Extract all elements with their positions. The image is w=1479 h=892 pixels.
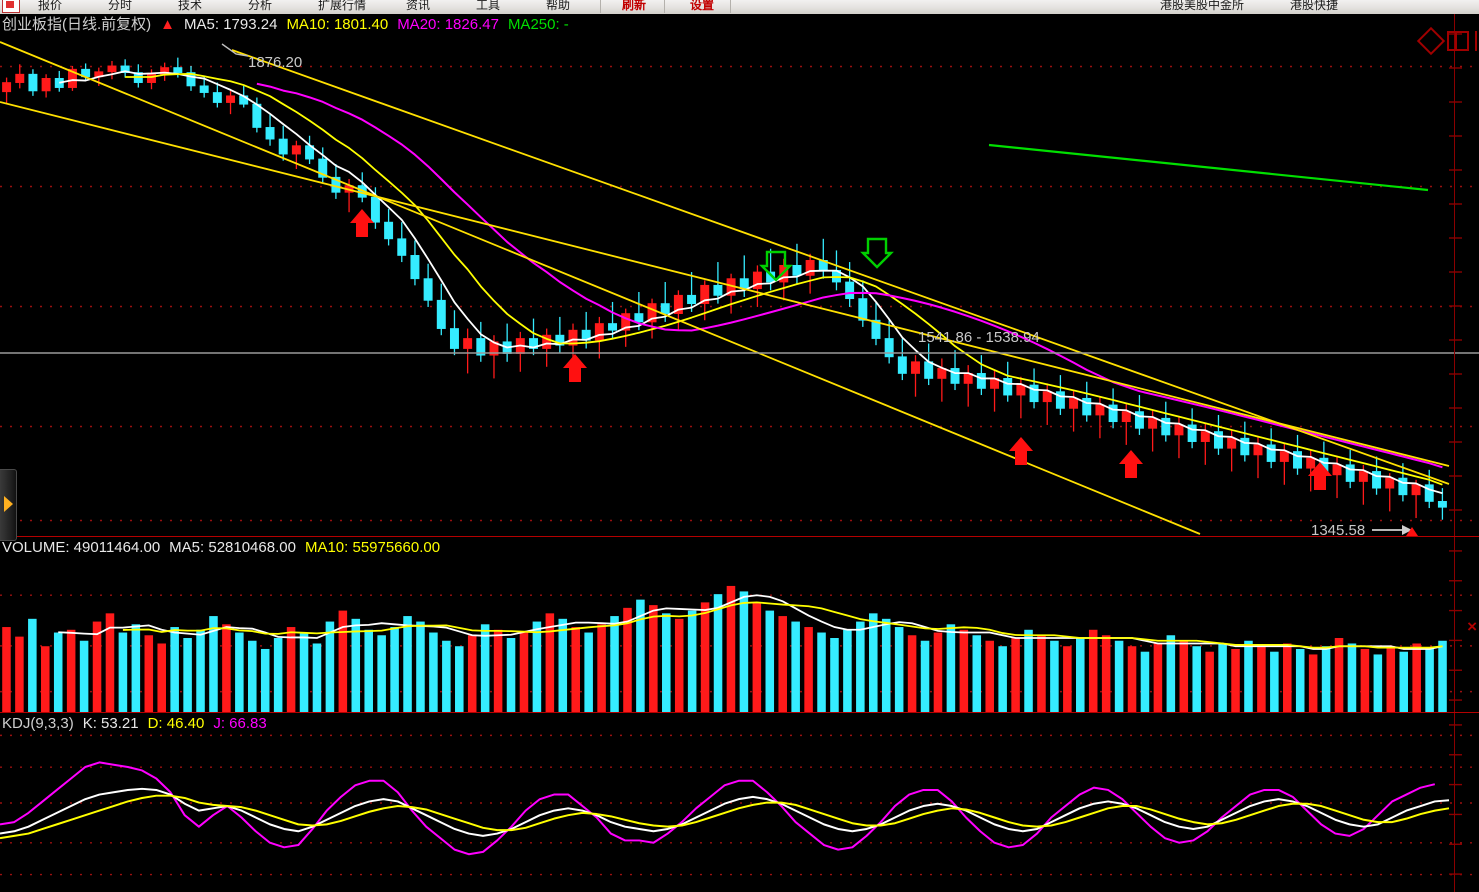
top-toolbar: 报价 分时 技术 分析 扩展行情 资讯 工具 帮助 刷新 设置 港股美股中金所 港股快捷	[0, 0, 1479, 15]
buy-signal-icon	[350, 209, 374, 237]
chevron-right-icon	[4, 496, 13, 512]
toolbar-item-3[interactable]: 分析	[248, 0, 273, 12]
volume-plot	[0, 537, 1479, 712]
toolbar-separator-0	[600, 0, 601, 13]
toolbar-item-7[interactable]: 帮助	[546, 0, 571, 12]
price-plot	[0, 14, 1479, 536]
kdj-d-readout: D: 46.40	[147, 715, 205, 732]
kdj-k-readout: K: 53.21	[82, 715, 139, 732]
ma20-readout: MA20: 1826.47	[397, 16, 499, 33]
kdj-axis-rail	[1454, 713, 1455, 892]
last-price-label: 1345.58	[1311, 522, 1366, 539]
volume-chart-panel[interactable]: VOLUME: 49011464.00 MA5: 52810468.00 MA10:…	[0, 536, 1479, 712]
ma250-readout: MA250: -	[507, 16, 569, 33]
toolbar-separator-1	[664, 0, 665, 13]
ma10-readout: MA10: 1801.40	[286, 16, 389, 33]
toolbar-item-11[interactable]: 港股快捷	[1290, 0, 1339, 12]
toolbar-item-2[interactable]: 技术	[178, 0, 203, 12]
divider-icon	[1475, 31, 1477, 51]
toolbar-separator-2	[730, 0, 731, 13]
toolbar-item-5[interactable]: 资讯	[406, 0, 431, 12]
volume-ma10-readout: MA10: 55975660.00	[304, 539, 441, 556]
price-axis-rail	[1454, 14, 1455, 536]
kdj-plot	[0, 713, 1479, 892]
app-logo-icon	[2, 0, 20, 13]
left-panel-toggle[interactable]	[0, 469, 17, 541]
high-price-label: 1876.20	[248, 54, 303, 71]
kdj-j-readout: J: 66.83	[213, 715, 267, 732]
panel-corner-icons	[1416, 26, 1477, 56]
toolbar-item-1[interactable]: 分时	[108, 0, 133, 12]
kdj-title: KDJ(9,3,3)	[2, 715, 74, 732]
range-price-label: 1541.86 - 1538.94	[918, 329, 1040, 346]
close-panel-icon[interactable]: ×	[1467, 616, 1477, 636]
buy-signal-icon	[1119, 450, 1143, 478]
volume-readout: VOLUME: 49011464.00	[2, 539, 161, 556]
toolbar-item-4[interactable]: 扩展行情	[318, 0, 367, 12]
kdj-panel-header: KDJ(9,3,3) K: 53.21 D: 46.40 J: 66.83	[2, 715, 276, 733]
volume-ma5-readout: MA5: 52810468.00	[169, 539, 296, 556]
volume-axis-rail	[1454, 537, 1455, 712]
ma5-readout: MA5: 1793.24	[184, 16, 278, 33]
toolbar-item-0[interactable]: 报价	[38, 0, 63, 12]
up-arrow-icon: ▲	[160, 16, 176, 33]
buy-signal-icon	[563, 354, 587, 382]
instrument-title: 创业板指(日线.前复权)	[2, 16, 152, 33]
diamond-icon[interactable]	[1416, 26, 1446, 56]
price-panel-header: 创业板指(日线.前复权) ▲ MA5: 1793.24 MA10: 1801.40 MA…	[2, 16, 578, 34]
price-chart-panel[interactable]: 创业板指(日线.前复权) ▲ MA5: 1793.24 MA10: 1801.40 MA…	[0, 14, 1479, 541]
volume-panel-header: VOLUME: 49011464.00 MA5: 52810468.00 MA10:…	[2, 539, 449, 557]
sell-signal-icon	[860, 237, 894, 269]
toolbar-item-8[interactable]: 刷新	[622, 0, 647, 12]
buy-signal-icon	[1009, 437, 1033, 465]
toolbar-item-9[interactable]: 设置	[690, 0, 715, 12]
split-panel-icon[interactable]	[1447, 31, 1469, 51]
toolbar-item-10[interactable]: 港股美股中金所	[1160, 0, 1245, 12]
kdj-chart-panel[interactable]: KDJ(9,3,3) K: 53.21 D: 46.40 J: 66.83	[0, 712, 1479, 892]
buy-signal-icon	[1308, 462, 1332, 490]
sell-signal-icon	[759, 250, 793, 282]
toolbar-item-6[interactable]: 工具	[476, 0, 501, 12]
